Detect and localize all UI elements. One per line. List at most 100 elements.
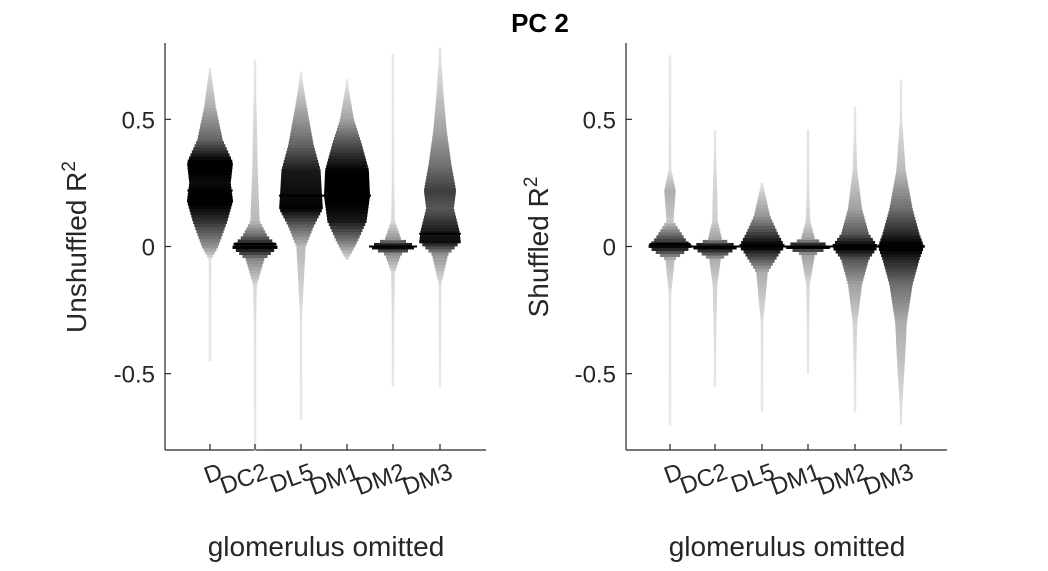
- violin-band: [280, 184, 322, 188]
- violin-band: [299, 361, 303, 365]
- violin-band: [297, 269, 305, 274]
- violin-band: [201, 244, 219, 249]
- violin-band: [237, 239, 273, 243]
- violin-band: [297, 257, 305, 262]
- violin-band: [668, 387, 672, 392]
- violin-band: [297, 260, 305, 265]
- violin-band: [893, 308, 909, 313]
- violin-band: [297, 263, 305, 268]
- violin-band: [291, 123, 311, 127]
- violin-band: [203, 107, 217, 112]
- violin-band: [849, 192, 861, 196]
- violin-band: [438, 322, 442, 326]
- violin-band: [253, 123, 257, 127]
- violin-band: [852, 164, 858, 169]
- violin-band: [668, 308, 672, 313]
- violin-band: [853, 118, 857, 123]
- violin-band: [753, 216, 771, 220]
- violin-band: [208, 260, 212, 264]
- violin-band: [391, 75, 395, 79]
- violin-band: [296, 248, 306, 252]
- violin-band: [391, 59, 395, 64]
- violin-band: [850, 305, 860, 309]
- violin-band: [208, 266, 212, 270]
- violin-band: [713, 346, 717, 351]
- violin-band: [713, 371, 717, 375]
- violin-band: [251, 184, 259, 188]
- violin-band: [438, 294, 442, 299]
- violin-band: [345, 85, 349, 89]
- violin-band: [899, 397, 903, 401]
- violin-band: [438, 307, 442, 311]
- violin-band: [438, 316, 442, 320]
- violin-band: [668, 82, 672, 87]
- violin-band: [437, 71, 443, 76]
- violin-band: [324, 173, 370, 178]
- violin-band: [760, 338, 764, 343]
- violin-band: [253, 321, 257, 326]
- violin-band: [206, 86, 214, 90]
- violin-band: [247, 263, 263, 268]
- violin-band: [853, 390, 857, 394]
- violin-band: [299, 398, 303, 402]
- violin-band: [253, 108, 257, 112]
- violin-band: [299, 416, 303, 420]
- violin-band: [253, 425, 257, 430]
- violin-DM3: [877, 79, 925, 425]
- violin-band: [710, 270, 720, 274]
- violin-band: [391, 157, 395, 161]
- violin-band: [666, 216, 674, 221]
- violin-band: [849, 198, 861, 202]
- violin-band: [253, 291, 257, 295]
- violin-band: [335, 131, 359, 135]
- violin-band: [881, 235, 921, 239]
- violin-band: [391, 181, 395, 186]
- violin-band: [883, 259, 919, 264]
- violin-band: [709, 230, 721, 235]
- violin-band: [289, 227, 313, 231]
- violin-band: [899, 125, 903, 129]
- violin-band: [701, 252, 729, 256]
- violin-band: [343, 97, 351, 101]
- violin-band: [667, 174, 673, 178]
- violin-band: [253, 288, 257, 292]
- violin-band: [428, 249, 452, 253]
- violin-band: [806, 324, 810, 329]
- violin-band: [806, 163, 810, 167]
- violin-band: [668, 305, 672, 309]
- violin-band: [899, 406, 903, 410]
- violin-band: [668, 91, 672, 96]
- violin-band: [391, 117, 395, 122]
- violin-band: [190, 153, 230, 157]
- violin-band: [878, 247, 924, 251]
- violin-band: [253, 59, 257, 63]
- violin-band: [655, 250, 685, 255]
- violin-band: [898, 384, 904, 389]
- violin-band: [188, 177, 232, 182]
- violin-band: [844, 219, 866, 223]
- violin-band: [391, 175, 395, 180]
- violin-band: [897, 360, 905, 364]
- violin-band: [668, 88, 672, 93]
- violin-band: [665, 210, 675, 215]
- violin-band: [293, 117, 309, 121]
- violin-band: [294, 239, 308, 243]
- violin-band: [697, 249, 733, 253]
- violin-band: [391, 81, 395, 85]
- violin-band: [713, 142, 717, 146]
- violin-band: [426, 175, 454, 180]
- violin-DL5: [278, 71, 324, 420]
- violin-band: [837, 237, 873, 242]
- violin-band: [842, 262, 868, 266]
- violin-band: [208, 299, 212, 304]
- violin-band: [187, 165, 233, 170]
- violin-band: [848, 286, 862, 291]
- violin-band: [806, 160, 810, 164]
- violin-band: [666, 271, 674, 276]
- left-y-axis-label: Unshuffled R2: [59, 161, 92, 333]
- violin-band: [326, 210, 368, 214]
- violin-band: [391, 374, 395, 378]
- violin-band: [299, 346, 303, 350]
- violin-band: [668, 64, 672, 68]
- violin-band: [892, 305, 910, 309]
